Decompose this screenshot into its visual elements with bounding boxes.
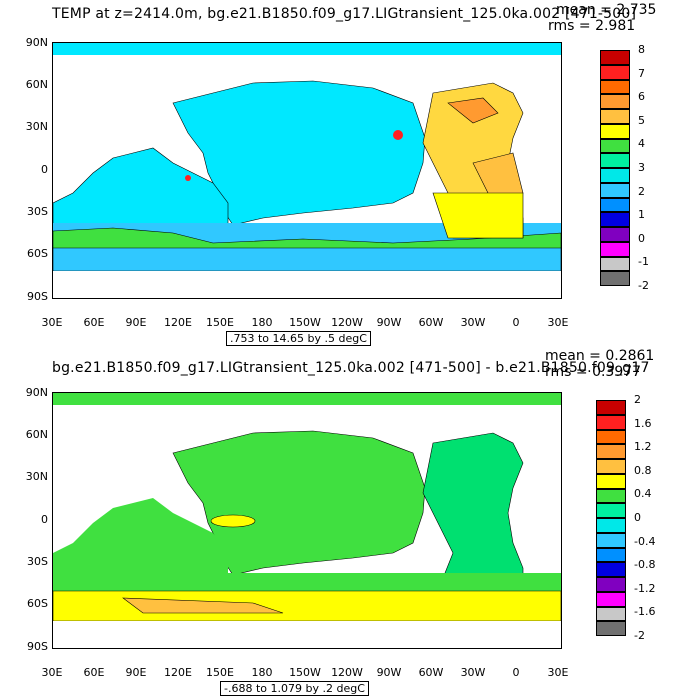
colorbar-cell [600,79,630,95]
colorbar-cell [596,503,626,518]
colorbar-cell [600,241,630,257]
map-panel-2: bg.e21.B1850.f09_g17.LIGtransient_125.0k… [0,348,700,700]
colorbar-cell [596,532,626,548]
colorbar-label: -1.2 [634,581,656,595]
map-plot [52,42,562,299]
map-panel-1: TEMP at z=2414.0m, bg.e21.B1850.f09_g17.… [25,2,657,346]
land-antarctica [53,621,561,648]
ocean-south-atlantic [432,192,524,239]
colorbar-cell [600,197,630,213]
colorbar-cell [596,547,626,563]
colorbar [600,50,630,286]
ocean-arctic [53,43,561,55]
colorbar-cell [600,168,630,183]
colorbar-cell [600,94,630,109]
map-plot [52,392,562,649]
colorbar-cell [600,123,630,139]
colorbar-cell [600,227,630,242]
ocean-deep-south [53,247,561,272]
colorbar-label: 0.8 [634,463,652,477]
med-hotspot [393,130,403,140]
colorbar-cell [596,591,626,607]
colorbar-cell [596,488,626,504]
colorbar-label: 2 [634,393,641,406]
red-sea-hotspot [185,175,191,181]
rms-value: rms = 0.3977 [545,364,642,380]
colorbar-label: -1 [638,255,649,269]
ocean-deep-south [122,597,284,614]
colorbar-cell [600,212,630,227]
colorbar-label: 0.4 [634,487,652,501]
ocean-southern [53,573,561,593]
ocean-atlantic [422,432,524,589]
colorbar-cell [596,400,626,415]
colorbar-label: -0.4 [634,534,656,548]
colorbar-cell [596,621,626,636]
mean-value: mean = 2.735 [556,2,657,18]
colorbar [596,400,626,636]
ocean-pacific [172,430,426,576]
colorbar-cell [600,64,630,80]
panel-title: TEMP at z=2414.0m, bg.e21.B1850.f09_g17.… [52,6,637,22]
colorbar-cell [596,577,626,592]
colorbar-label: 2 [638,184,645,198]
mean-value: mean = 0.2861 [545,348,655,364]
colorbar-cell [596,459,626,474]
contour-info: .753 to 14.65 by .5 degC [226,331,371,346]
colorbar-cell [596,473,626,489]
colorbar-label: 8 [638,43,645,56]
colorbar-cell [600,109,630,124]
colorbar-cell [600,182,630,198]
colorbar-label: 6 [638,90,645,104]
colorbar-label: 5 [638,113,645,127]
rms-value: rms = 2.981 [548,18,636,34]
colorbar-label: 4 [638,137,645,151]
contour-info: -.688 to 1.079 by .2 degC [220,681,369,696]
colorbar-cell [600,271,630,286]
colorbar-label: -2 [634,629,645,642]
colorbar-cell [596,429,626,445]
ocean-pacific [172,80,426,226]
colorbar-cell [596,518,626,533]
colorbar-cell [596,562,626,577]
colorbar-label: 1 [638,208,645,222]
colorbar-label: 0 [634,511,641,524]
colorbar-cell [600,138,630,154]
ocean-indian [53,498,228,588]
colorbar-label: 7 [638,66,645,80]
colorbar-cell [600,153,630,168]
colorbar-label: 1.6 [634,416,652,430]
colorbar-cell [596,414,626,430]
panel-title: bg.e21.B1850.f09_g17.LIGtransient_125.0k… [52,360,650,376]
colorbar-cell [600,50,630,65]
colorbar-label: 3 [638,161,645,174]
ocean-south-band [53,590,561,622]
ocean-arctic [53,393,561,405]
land-antarctica [53,271,561,298]
colorbar-label: 1.2 [634,440,652,454]
colorbar-label: -2 [638,279,649,292]
colorbar-cell [596,606,626,622]
colorbar-label: -1.6 [634,605,656,619]
colorbar-cell [600,256,630,272]
colorbar-cell [596,444,626,459]
warm-patch [210,514,256,528]
colorbar-label: -0.8 [634,558,656,572]
ocean-atlantic-warm [447,97,499,124]
colorbar-label: 0 [638,231,645,245]
